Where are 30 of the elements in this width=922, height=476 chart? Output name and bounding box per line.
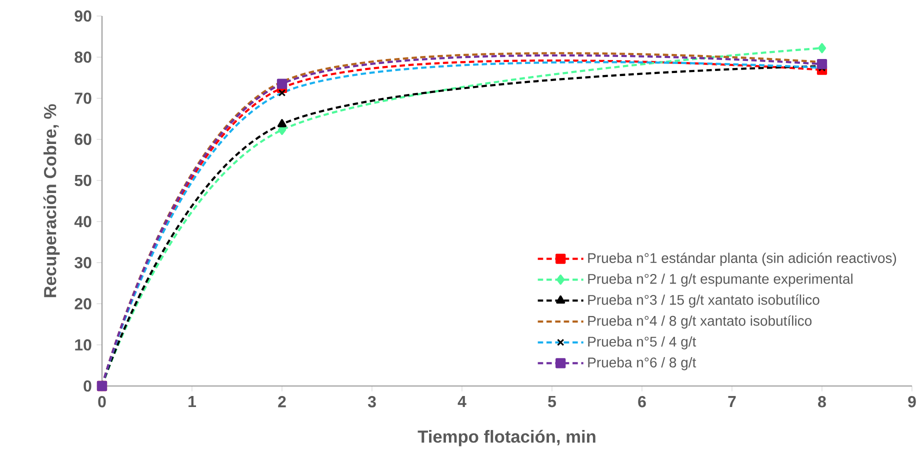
legend-label: Prueba n°4 / 8 g/t xantato isobutílico bbox=[588, 315, 812, 329]
y-tick-label: 0 bbox=[84, 380, 92, 392]
x-tick-label: 4 bbox=[458, 396, 466, 408]
x-tick-label: 0 bbox=[98, 396, 106, 408]
legend-label: Prueba n°1 estándar planta (sin adición reactivos) bbox=[588, 252, 896, 266]
x-tick-label: 5 bbox=[548, 396, 556, 408]
point bbox=[276, 78, 288, 89]
y-tick-label: 10 bbox=[75, 339, 92, 351]
legend-label: Prueba n°3 / 15 g/t xantato isobutílico bbox=[588, 294, 820, 308]
x-tick-label: 3 bbox=[368, 396, 376, 408]
y-axis-title: Recuperación Cobre, % bbox=[43, 104, 60, 298]
x-axis-title: Tiempo flotación, min bbox=[418, 430, 596, 446]
y-tick-label: 30 bbox=[74, 257, 92, 268]
y-tick-label: 90 bbox=[74, 10, 92, 22]
x-tick-label: 2 bbox=[278, 396, 286, 408]
x-tick-label: 7 bbox=[728, 396, 736, 408]
x-tick-label: 1 bbox=[188, 396, 196, 408]
legend-label: Prueba n°2 / 1 g/t espumante experimental bbox=[588, 274, 852, 287]
y-tick-label: 80 bbox=[74, 51, 92, 63]
point bbox=[818, 43, 826, 54]
y-tick-label: 20 bbox=[74, 298, 92, 310]
x-tick-label: 9 bbox=[908, 396, 916, 408]
y-tick-label: 40 bbox=[74, 216, 92, 228]
legend-label: Prueba n°6 / 8 g/t bbox=[588, 357, 696, 370]
x-tick-label: 6 bbox=[638, 396, 646, 408]
legend-label: Prueba n°5 / 4 g/t bbox=[588, 336, 696, 350]
y-tick-label: 50 bbox=[74, 174, 92, 186]
y-tick-label: 70 bbox=[74, 92, 92, 104]
x-tick-label: 8 bbox=[818, 396, 826, 408]
y-tick-label: 60 bbox=[74, 134, 92, 145]
